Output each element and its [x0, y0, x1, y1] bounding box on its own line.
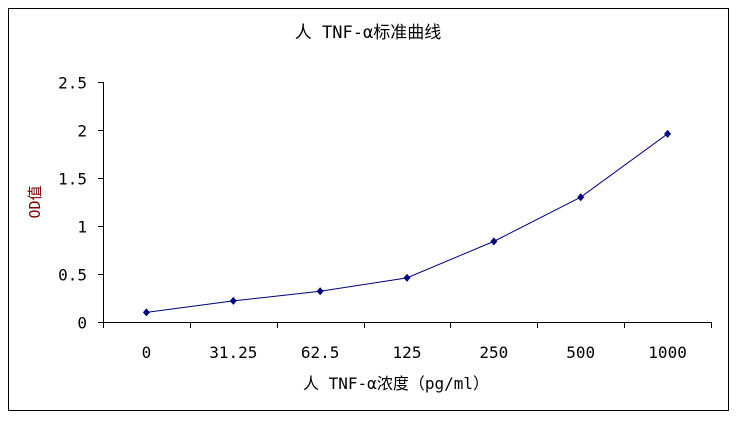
y-tick-label: 0.5 — [58, 266, 87, 285]
data-point-marker — [577, 193, 585, 202]
y-tick-label: 1 — [77, 218, 87, 237]
data-point-marker — [316, 287, 324, 296]
y-tick-label: 0 — [77, 314, 87, 333]
x-tick-label: 31.25 — [209, 343, 257, 362]
data-point-marker — [664, 129, 672, 138]
y-tick-label: 2 — [77, 122, 87, 141]
x-tick-label: 500 — [566, 343, 595, 362]
x-tick-label: 62.5 — [301, 343, 340, 362]
data-point-marker — [229, 296, 237, 305]
chart-border — [8, 8, 729, 411]
x-tick-label: 1000 — [648, 343, 687, 362]
y-tick-label: 1.5 — [58, 170, 87, 189]
x-tick-label: 125 — [393, 343, 422, 362]
y-axis-label: OD值 — [26, 185, 44, 218]
chart-title: 人 TNF-α标准曲线 — [295, 23, 441, 43]
data-point-marker — [403, 273, 411, 282]
data-point-marker — [142, 308, 150, 317]
x-axis-label: 人 TNF-α浓度（pg/ml） — [303, 374, 489, 393]
x-tick-label: 0 — [142, 343, 152, 362]
x-tick-label: 250 — [479, 343, 508, 362]
y-tick-label: 2.5 — [58, 74, 87, 93]
data-point-marker — [490, 237, 498, 246]
